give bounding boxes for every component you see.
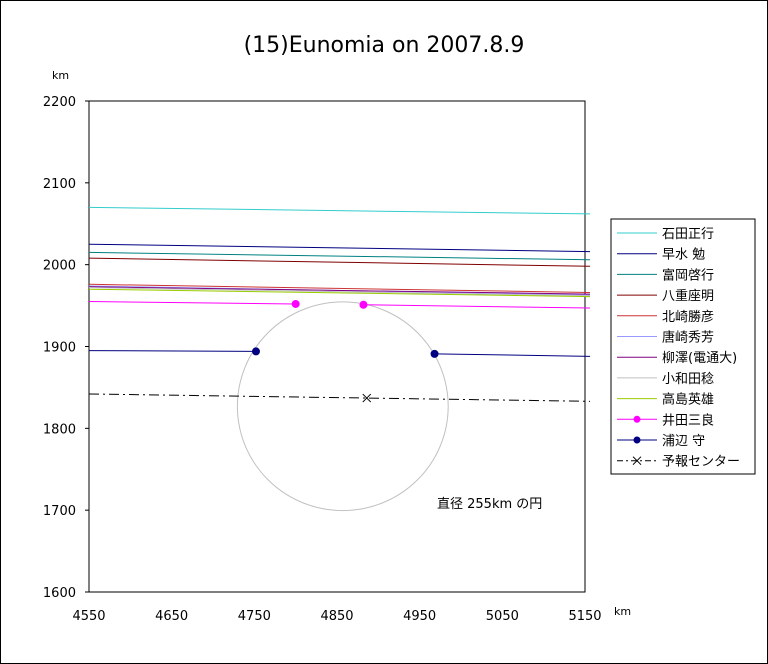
x-axis-ticks: 4550 4650 4750 4850 4950 5050 5150 bbox=[72, 609, 601, 624]
legend-marker bbox=[632, 456, 642, 466]
legend-box bbox=[610, 218, 756, 475]
x-tick-label: 4750 bbox=[238, 609, 271, 624]
series-line bbox=[88, 251, 591, 261]
legend-label: 石田正行 bbox=[662, 227, 714, 242]
legend-marker bbox=[633, 436, 641, 444]
legend-label: 予報センター bbox=[662, 455, 740, 470]
series-point bbox=[430, 349, 439, 358]
chart-title: (15)Eunomia on 2007.8.9 bbox=[244, 33, 525, 58]
legend-label: 浦辺 守 bbox=[662, 434, 705, 449]
y-tick-label: 2000 bbox=[43, 259, 76, 274]
x-axis-unit: km bbox=[614, 605, 631, 618]
x-tick-label: 4650 bbox=[155, 609, 188, 624]
legend-label: 柳澤(電通大) bbox=[662, 351, 737, 366]
x-tick-label: 4550 bbox=[72, 609, 105, 624]
series-point bbox=[291, 299, 300, 308]
legend-marker bbox=[633, 415, 641, 423]
y-tick-label: 2200 bbox=[43, 95, 76, 110]
y-axis-ticks: 2200 2100 2000 1900 1800 1700 1600 bbox=[43, 95, 89, 601]
predicted-center-mark bbox=[362, 393, 372, 403]
y-tick-label: 1800 bbox=[43, 422, 76, 437]
series-point bbox=[251, 347, 260, 356]
legend-label: 北崎勝彦 bbox=[662, 309, 714, 325]
x-tick-label: 4850 bbox=[320, 609, 353, 624]
legend-label: 八重座明 bbox=[662, 288, 714, 304]
legend-label: 井田三良 bbox=[662, 412, 714, 428]
series-line bbox=[88, 257, 591, 267]
plot-content bbox=[88, 206, 591, 512]
series-line bbox=[88, 283, 591, 293]
plot-area bbox=[88, 100, 586, 593]
y-axis-unit: km bbox=[52, 69, 69, 82]
x-tick-label: 5150 bbox=[568, 609, 601, 624]
legend-label: 唐崎秀芳 bbox=[662, 330, 714, 346]
x-tick-label: 4950 bbox=[403, 609, 436, 624]
legend-label: 小和田稔 bbox=[662, 372, 714, 387]
circle-annotation: 直径 255km の円 bbox=[437, 497, 542, 512]
y-tick-label: 2100 bbox=[43, 177, 76, 192]
series-line bbox=[363, 304, 591, 309]
legend-label: 高島英雄 bbox=[662, 392, 714, 408]
series-line bbox=[88, 243, 591, 253]
series-point bbox=[359, 300, 368, 309]
series-line bbox=[88, 287, 591, 297]
series-line bbox=[88, 206, 591, 215]
y-tick-label: 1900 bbox=[43, 341, 76, 356]
series-line bbox=[88, 350, 256, 352]
series-line bbox=[88, 288, 591, 298]
legend-label: 富岡啓行 bbox=[662, 267, 714, 283]
y-tick-label: 1600 bbox=[43, 586, 76, 601]
y-tick-label: 1700 bbox=[43, 504, 76, 519]
diameter-circle bbox=[236, 301, 449, 512]
series-line bbox=[88, 300, 296, 305]
series-line bbox=[88, 286, 591, 295]
series-line bbox=[434, 353, 591, 357]
legend-label: 早水 勉 bbox=[662, 248, 705, 263]
series-line bbox=[88, 393, 591, 402]
x-tick-label: 5050 bbox=[486, 609, 519, 624]
